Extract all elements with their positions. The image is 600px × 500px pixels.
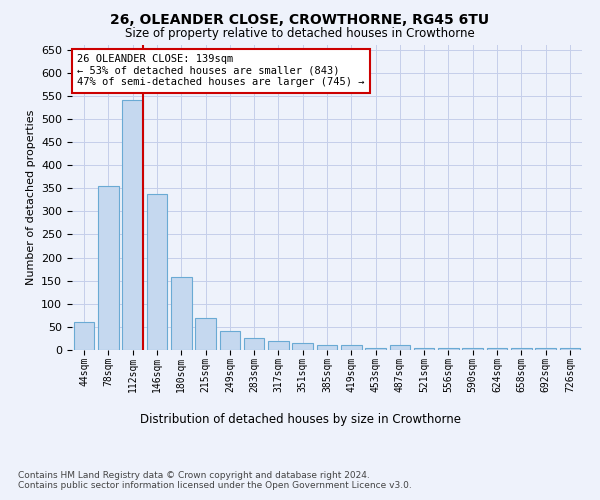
Text: Distribution of detached houses by size in Crowthorne: Distribution of detached houses by size … (139, 412, 461, 426)
Bar (414, 348, 434, 350)
Bar (438, 348, 459, 350)
Text: 26, OLEANDER CLOSE, CROWTHORNE, RG45 6TU: 26, OLEANDER CLOSE, CROWTHORNE, RG45 6TU (110, 12, 490, 26)
Bar (341, 346, 362, 350)
Y-axis label: Number of detached properties: Number of detached properties (26, 110, 35, 285)
Bar (244, 338, 265, 350)
Bar (535, 348, 556, 350)
Bar (146, 194, 167, 350)
Bar (487, 348, 508, 350)
Bar (292, 342, 313, 350)
Bar (560, 348, 580, 350)
Bar (195, 318, 216, 350)
Bar (268, 341, 289, 350)
Bar (317, 346, 337, 350)
Bar (511, 348, 532, 350)
Bar (389, 346, 410, 350)
Bar (98, 186, 119, 350)
Bar (171, 278, 191, 350)
Text: Size of property relative to detached houses in Crowthorne: Size of property relative to detached ho… (125, 28, 475, 40)
Text: 26 OLEANDER CLOSE: 139sqm
← 53% of detached houses are smaller (843)
47% of semi: 26 OLEANDER CLOSE: 139sqm ← 53% of detac… (77, 54, 365, 88)
Bar (220, 330, 240, 350)
Bar (74, 322, 94, 350)
Bar (463, 348, 483, 350)
Bar (122, 100, 143, 350)
Bar (365, 348, 386, 350)
Text: Contains HM Land Registry data © Crown copyright and database right 2024.
Contai: Contains HM Land Registry data © Crown c… (18, 470, 412, 490)
